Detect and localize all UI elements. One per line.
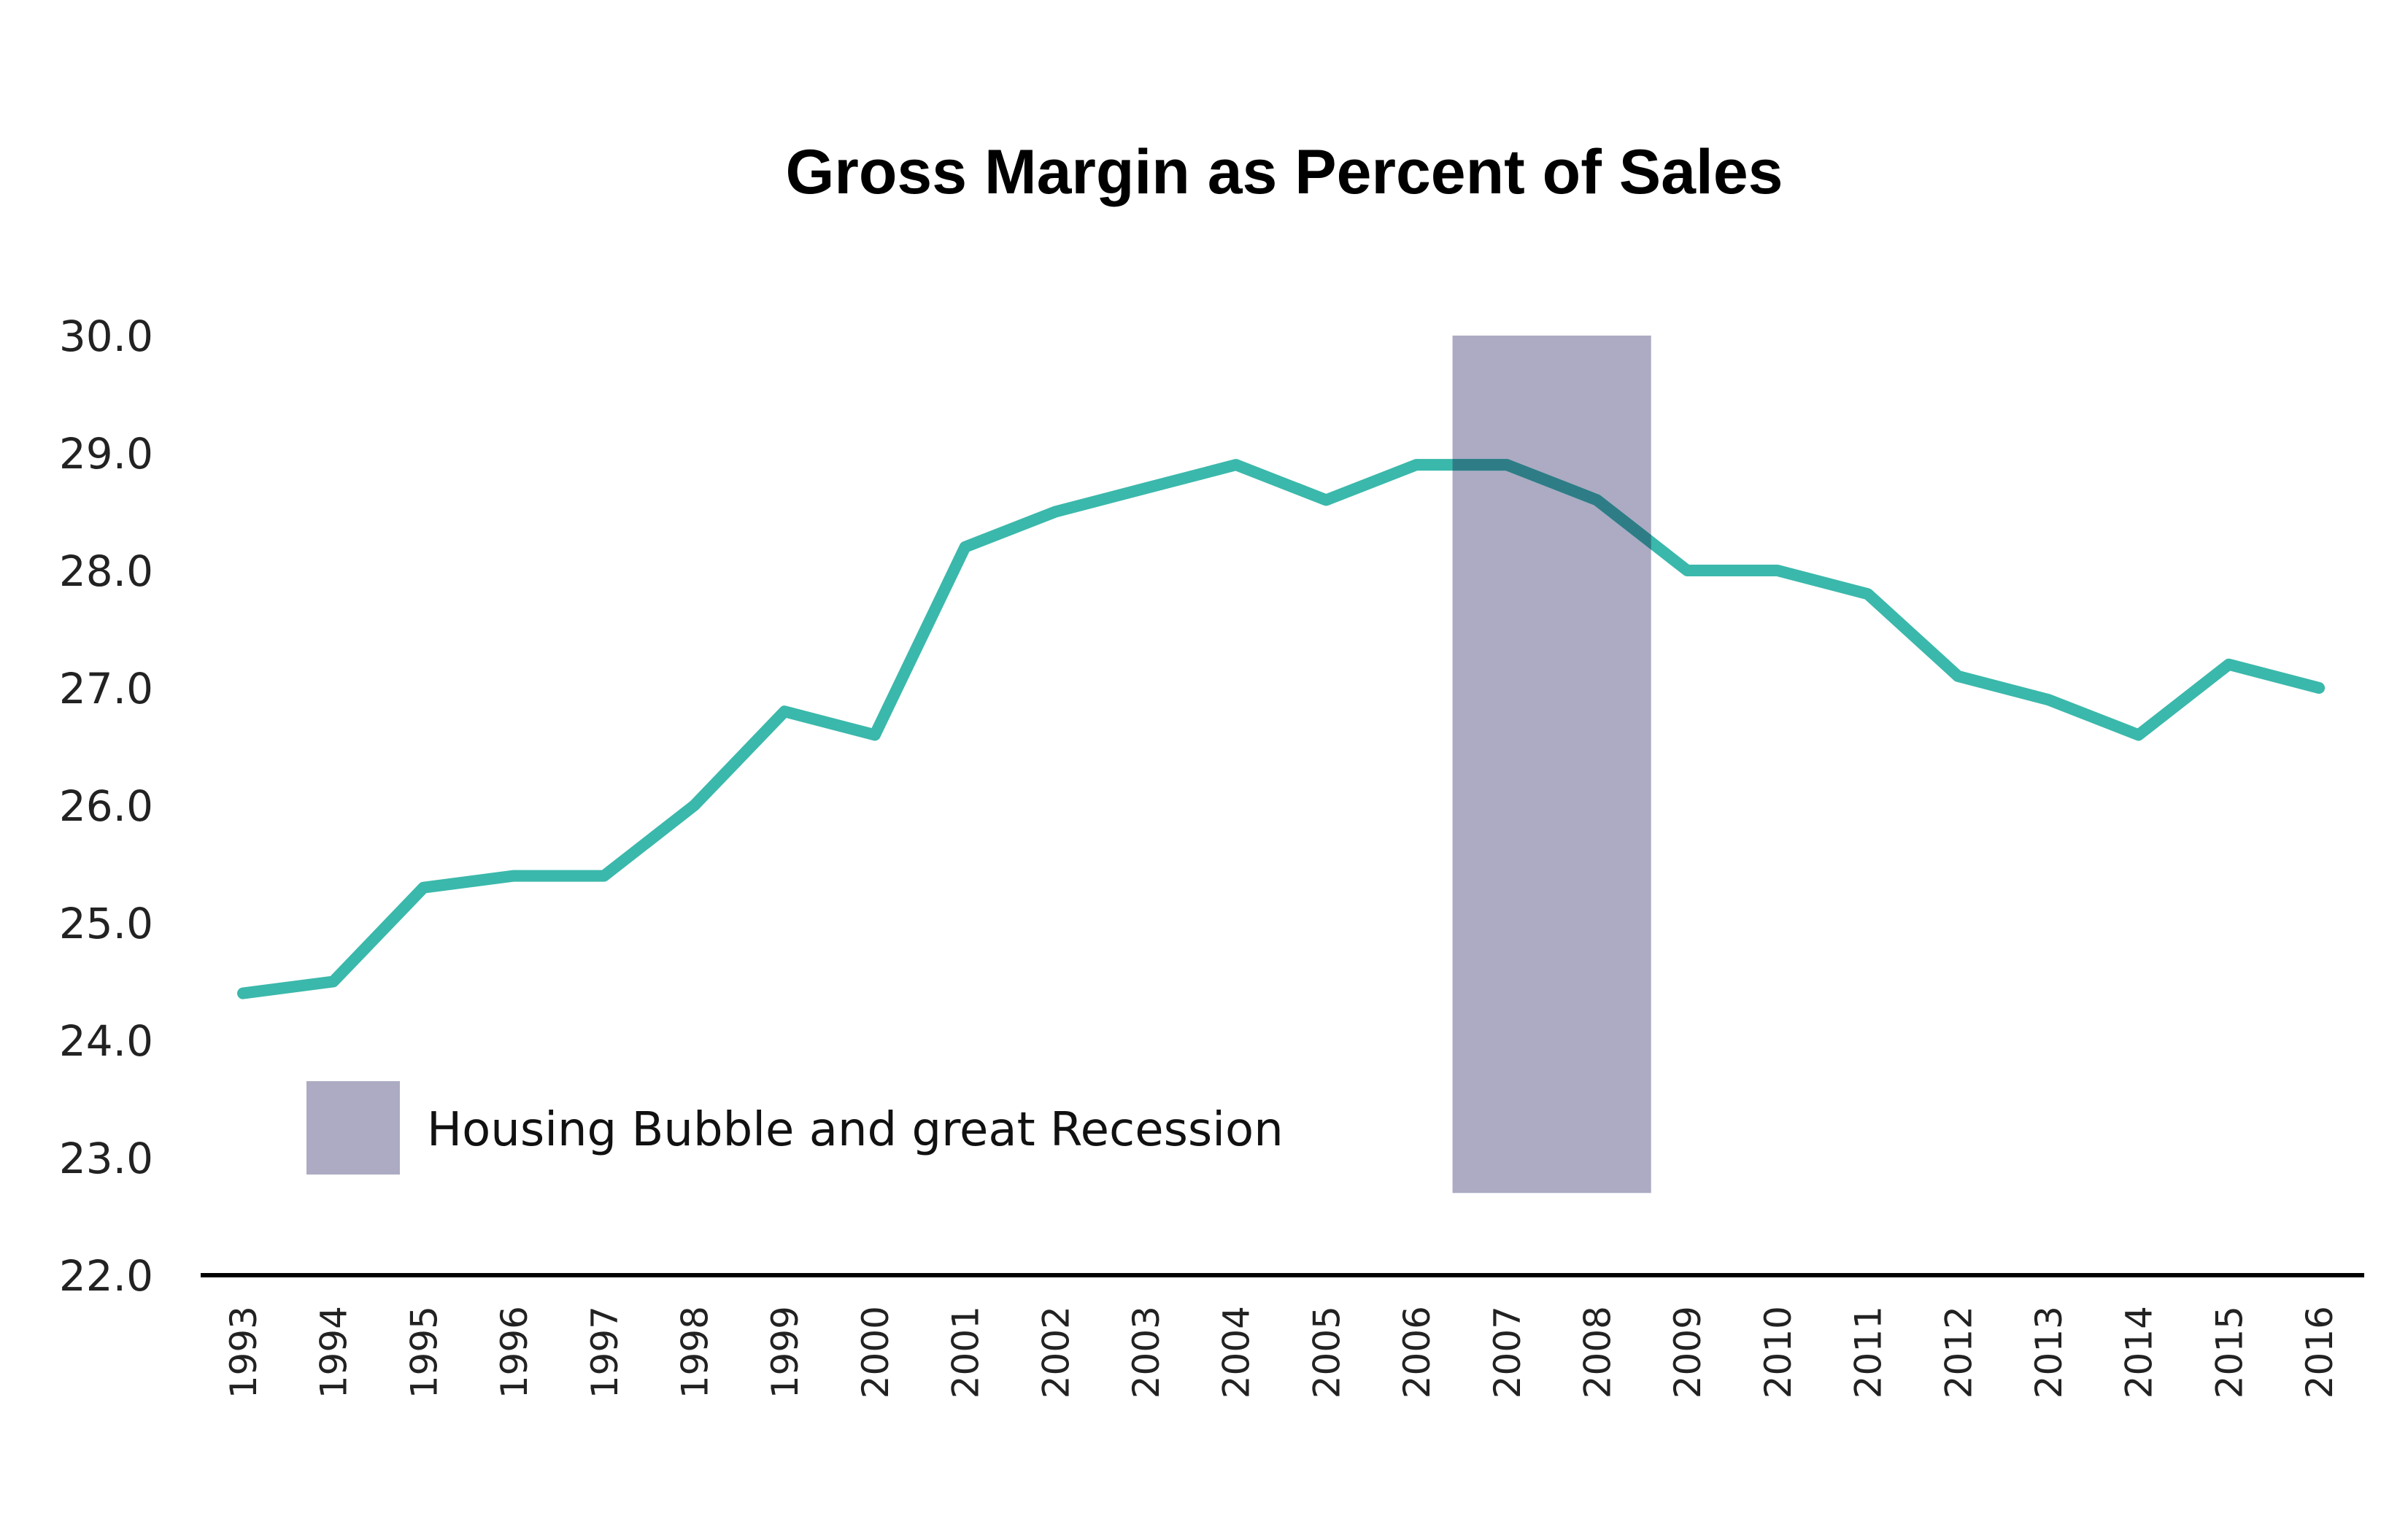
data-point-2015 <box>2223 659 2234 670</box>
x-tick-label: 2000 <box>854 1306 897 1398</box>
x-tick-label: 1999 <box>764 1306 806 1398</box>
x-tick-label: 2002 <box>1035 1306 1077 1398</box>
legend-swatch <box>306 1081 400 1175</box>
y-tick-label: 22.0 <box>59 1251 153 1301</box>
legend-label: Housing Bubble and great Recession <box>427 1103 1284 1157</box>
data-point-1993 <box>237 988 249 999</box>
x-tick-label: 1993 <box>223 1306 265 1398</box>
y-tick-label: 24.0 <box>59 1016 153 1066</box>
y-tick-label: 29.0 <box>59 429 153 479</box>
data-point-2006 <box>1411 459 1422 471</box>
series-line-gross-margin <box>237 459 2326 999</box>
data-point-1994 <box>328 976 339 988</box>
x-tick-label: 1994 <box>313 1306 355 1398</box>
y-tick-label: 25.0 <box>59 899 153 948</box>
x-tick-label: 2011 <box>1848 1306 1890 1398</box>
data-point-2001 <box>960 541 971 553</box>
chart-title: Gross Margin as Percent of Sales <box>786 137 1783 207</box>
x-tick-label: 1998 <box>674 1306 717 1398</box>
legend: Housing Bubble and great Recession <box>306 1081 1284 1175</box>
y-tick-label: 28.0 <box>59 546 153 596</box>
x-tick-label: 2015 <box>2208 1306 2250 1398</box>
x-tick-label: 2005 <box>1305 1306 1348 1398</box>
x-tick-label: 2008 <box>1577 1306 1619 1398</box>
y-tick-label: 26.0 <box>59 781 153 831</box>
y-tick-label: 30.0 <box>59 312 153 361</box>
x-tick-label: 2012 <box>1937 1306 1980 1398</box>
x-tick-label: 1995 <box>403 1306 445 1398</box>
data-point-2010 <box>1772 565 1783 576</box>
data-point-2013 <box>2042 694 2054 705</box>
x-tick-label: 2009 <box>1667 1306 1709 1398</box>
data-point-2016 <box>2313 682 2325 694</box>
data-point-2004 <box>1230 459 1242 471</box>
y-tick-label: 27.0 <box>59 664 153 713</box>
data-point-2014 <box>2133 729 2145 740</box>
x-tick-label: 2007 <box>1486 1306 1529 1398</box>
series-line-overlap-segment <box>1452 459 1651 550</box>
x-tick-label: 2010 <box>1757 1306 1799 1398</box>
data-point-2000 <box>869 729 881 740</box>
x-tick-label: 2001 <box>945 1306 987 1398</box>
y-tick-label: 23.0 <box>59 1134 153 1183</box>
data-point-2011 <box>1862 588 1874 600</box>
data-point-1999 <box>779 705 790 717</box>
data-point-2003 <box>1140 482 1151 494</box>
data-point-2009 <box>1681 565 1693 576</box>
x-tick-label: 2013 <box>2028 1306 2070 1398</box>
data-point-1998 <box>689 800 701 811</box>
x-tick-label: 1996 <box>493 1306 536 1398</box>
x-tick-label: 2014 <box>2118 1306 2161 1398</box>
x-tick-label: 2003 <box>1125 1306 1168 1398</box>
x-tick-label: 1997 <box>584 1306 626 1398</box>
data-point-1996 <box>508 870 520 882</box>
data-point-1997 <box>598 870 610 882</box>
data-point-2002 <box>1049 506 1061 518</box>
data-point-1995 <box>417 882 429 894</box>
x-tick-label: 2006 <box>1396 1306 1438 1398</box>
x-tick-label: 2004 <box>1216 1306 1258 1398</box>
data-point-2012 <box>1952 670 1964 682</box>
x-tick-label: 2016 <box>2299 1306 2341 1398</box>
data-point-2005 <box>1320 494 1332 506</box>
